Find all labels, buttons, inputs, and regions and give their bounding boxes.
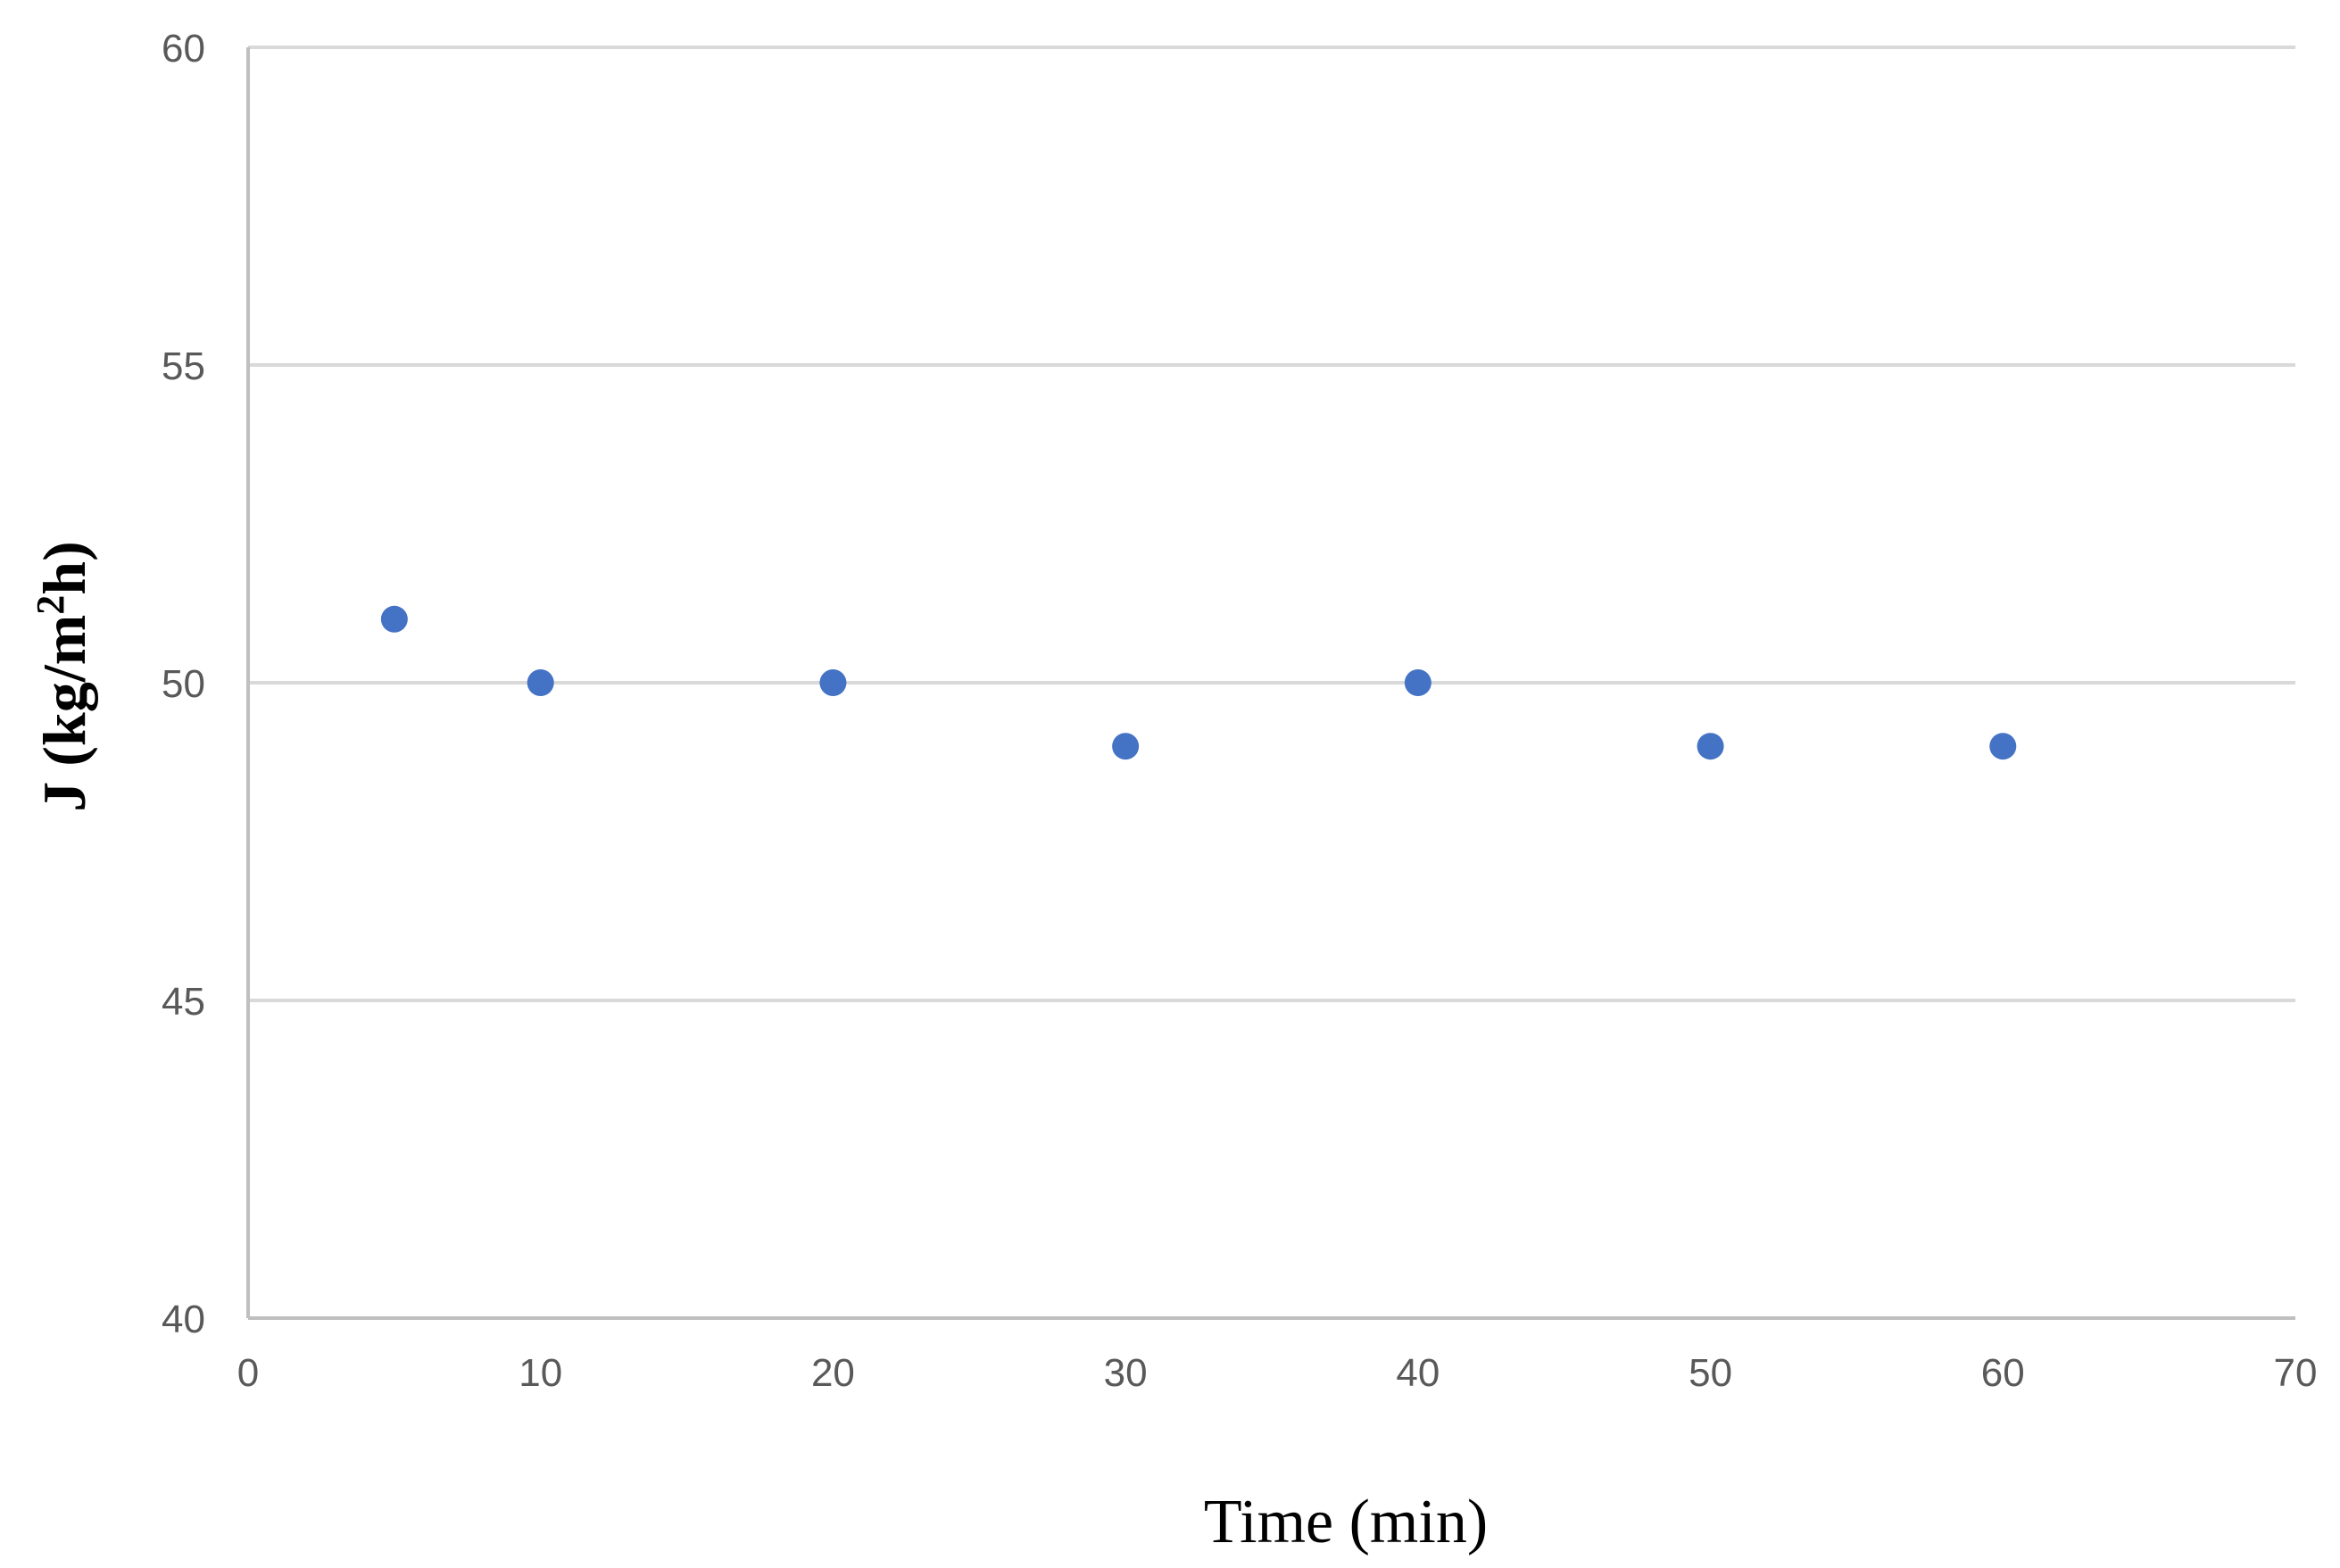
data-points <box>380 605 2017 760</box>
data-point-7 <box>1989 733 2017 760</box>
x-axis-title: Time (min) <box>1204 1488 1488 1556</box>
grid-lines <box>248 46 2295 1002</box>
data-point-4 <box>1112 733 1140 760</box>
y-axis-title-prefix: J (kg/m <box>30 615 98 812</box>
tick-labels: 40 45 50 55 60 0 10 20 30 40 50 60 70 <box>162 27 2317 1395</box>
x-tick-label-20: 20 <box>811 1351 855 1395</box>
x-tick-label-10: 10 <box>519 1351 562 1395</box>
x-tick-label-0: 0 <box>237 1351 259 1395</box>
x-tick-label-70: 70 <box>2274 1351 2318 1395</box>
data-point-3 <box>819 669 847 696</box>
data-point-1 <box>380 605 408 633</box>
y-tick-label-40: 40 <box>162 1298 205 1341</box>
axes <box>246 47 2295 1320</box>
y-axis-title-superscript: 2 <box>29 595 72 615</box>
data-point-6 <box>1697 733 1724 760</box>
x-tick-label-30: 30 <box>1104 1351 1148 1395</box>
x-tick-label-60: 60 <box>1981 1351 2025 1395</box>
data-point-5 <box>1404 669 1431 696</box>
y-tick-label-60: 60 <box>162 27 205 71</box>
x-tick-label-50: 50 <box>1689 1351 1732 1395</box>
y-tick-label-50: 50 <box>162 662 205 706</box>
y-axis-title: J (kg/m2h) <box>29 541 98 811</box>
y-axis-title-suffix: h) <box>30 541 98 594</box>
x-tick-label-40: 40 <box>1396 1351 1440 1395</box>
data-point-2 <box>527 669 554 696</box>
y-tick-label-55: 55 <box>162 344 205 388</box>
y-tick-label-45: 45 <box>162 980 205 1024</box>
